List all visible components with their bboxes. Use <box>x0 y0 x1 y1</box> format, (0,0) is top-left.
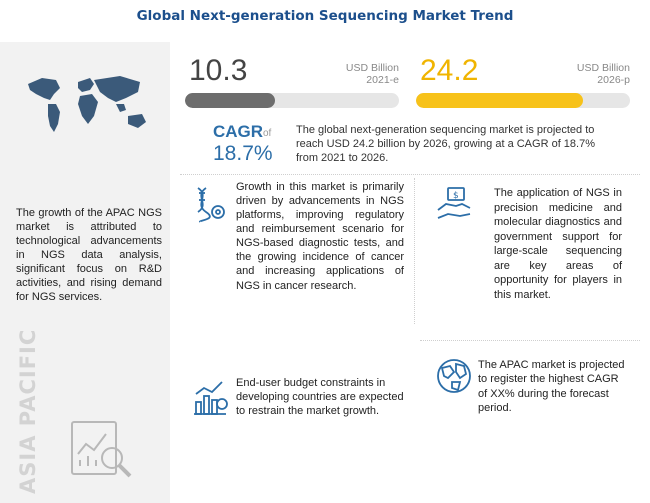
bar-value-2021: 10.3 <box>189 54 247 88</box>
driver-text: Growth in this market is primarily drive… <box>236 180 404 293</box>
cagr-of: of <box>263 128 271 139</box>
cagr-description: The global next-generation sequencing ma… <box>296 124 616 165</box>
region-label: ASIA PACIFIC <box>16 374 40 494</box>
analysis-magnifier-icon <box>66 414 136 484</box>
bar-unit-2021: USD Billion 2021-e <box>346 62 399 86</box>
divider <box>420 340 640 341</box>
restraint-text: End-user budget constraints in developin… <box>236 376 406 418</box>
divider <box>414 178 415 324</box>
bar-track-2026 <box>416 93 630 108</box>
apac-growth-text: The growth of the APAC NGS market is att… <box>16 206 162 305</box>
hands-money-icon: $ <box>434 184 474 224</box>
left-panel: The growth of the APAC NGS market is att… <box>0 42 170 503</box>
bar-track-2021 <box>185 93 399 108</box>
svg-text:$: $ <box>453 191 459 201</box>
bar-value-2026: 24.2 <box>420 54 478 88</box>
world-map-icon <box>20 70 155 140</box>
apac-cagr-note: The APAC market is projected to register… <box>478 358 630 415</box>
page-title: Global Next-generation Sequencing Market… <box>0 8 650 24</box>
budget-chart-icon <box>190 378 230 418</box>
divider <box>180 174 640 175</box>
bar-fill-2021 <box>185 93 275 108</box>
cagr-value: 18.7% <box>213 142 273 166</box>
bar-card-2026: 24.2 USD Billion 2026-p <box>412 46 632 116</box>
bar-card-2021: 10.3 USD Billion 2021-e <box>181 46 401 116</box>
opportunity-text: The application of NGS in precision medi… <box>494 186 622 302</box>
bar-fill-2026 <box>416 93 583 108</box>
dna-gear-icon <box>190 184 230 224</box>
cagr-label: CAGR <box>213 122 263 142</box>
globe-icon <box>434 356 474 396</box>
bar-unit-2026: USD Billion 2026-p <box>577 62 630 86</box>
